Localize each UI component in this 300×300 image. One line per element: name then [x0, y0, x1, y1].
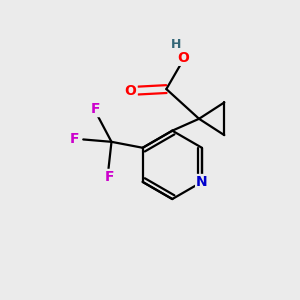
Text: O: O: [177, 51, 189, 65]
Text: O: O: [125, 84, 136, 98]
Text: H: H: [171, 38, 181, 51]
Text: F: F: [70, 132, 80, 146]
Text: F: F: [105, 170, 115, 184]
Text: N: N: [196, 175, 208, 189]
Text: F: F: [91, 102, 100, 116]
